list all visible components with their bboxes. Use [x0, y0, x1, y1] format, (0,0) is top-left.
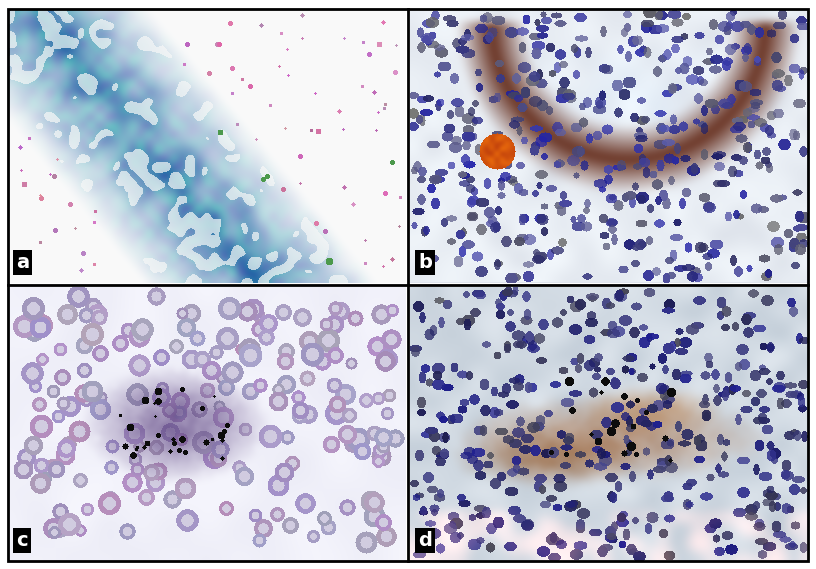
Text: b: b	[418, 253, 432, 272]
Text: a: a	[16, 253, 29, 272]
Text: c: c	[16, 531, 28, 550]
Text: d: d	[418, 531, 432, 550]
